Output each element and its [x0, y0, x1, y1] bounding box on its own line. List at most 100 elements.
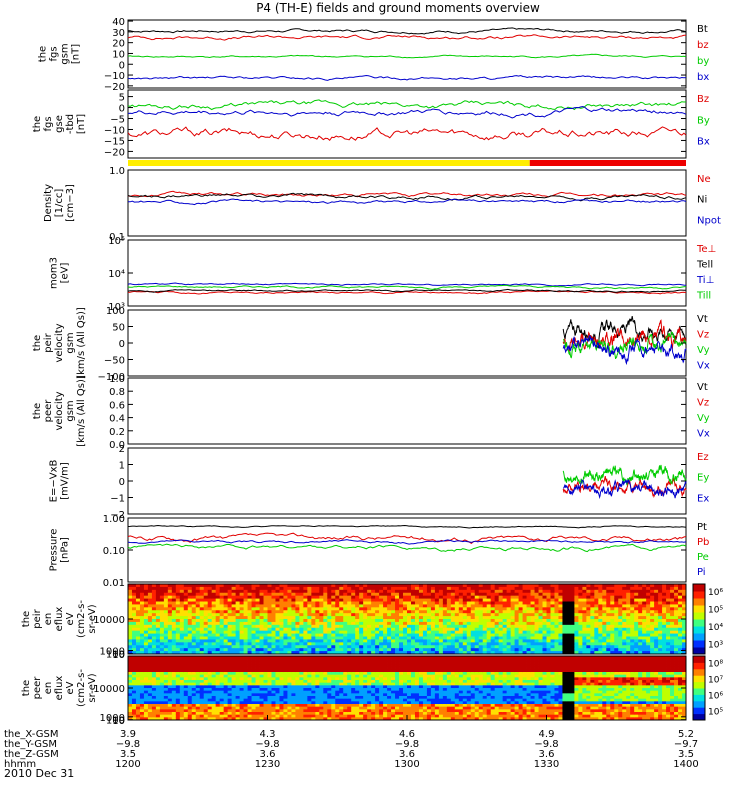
spectrogram-cell — [418, 642, 424, 646]
spectrogram-cell — [203, 661, 209, 665]
spectrogram-cell — [187, 589, 193, 594]
spectrogram-cell — [215, 601, 221, 605]
spectrogram-cell — [223, 661, 229, 665]
spectrogram-cell — [642, 648, 647, 652]
spectrogram-cell — [287, 613, 292, 617]
spectrogram-cell — [650, 592, 655, 597]
spectrogram-cell — [674, 627, 679, 632]
spectrogram-cell — [143, 584, 149, 588]
spectrogram-cell — [135, 712, 141, 716]
spectrogram-cell — [410, 636, 416, 640]
spectrogram-cell — [303, 717, 308, 721]
spectrogram-cell — [303, 584, 308, 588]
spectrogram-cell — [303, 633, 308, 637]
spectrogram-cell — [315, 636, 320, 640]
spectrogram-cell — [211, 682, 217, 686]
spectrogram-cell — [582, 630, 587, 634]
spectrogram-cell — [227, 714, 233, 718]
spectrogram-cell — [279, 639, 284, 643]
spectrogram-cell — [243, 709, 248, 713]
colorbar-cell — [693, 591, 705, 599]
spectrogram-cell — [203, 604, 209, 608]
spectrogram-cell — [143, 619, 149, 623]
spectrogram-cell — [534, 598, 539, 602]
spectrogram-cell — [271, 712, 276, 716]
spectrogram-cell — [510, 619, 516, 623]
y-tick-label: 0.10 — [103, 546, 125, 557]
panel-region-bar — [128, 160, 686, 166]
spectrogram-cell — [482, 589, 488, 594]
spectrogram-cell — [327, 589, 332, 594]
spectrogram-cell — [287, 630, 292, 634]
spectrogram-cell — [662, 616, 667, 620]
spectrogram-cell — [335, 645, 340, 649]
spectrogram-cell — [175, 709, 181, 713]
spectrogram-cell — [259, 621, 264, 626]
spectrogram-cell — [335, 682, 340, 686]
spectrogram-cell — [295, 607, 300, 611]
spectrogram-cell — [319, 610, 324, 614]
spectrogram-cell — [542, 624, 547, 629]
spectrogram-cell — [638, 604, 643, 608]
spectrogram-cell — [450, 633, 456, 637]
spectrogram-cell — [251, 674, 256, 678]
spectrogram-cell — [163, 672, 169, 676]
spectrogram-cell — [199, 645, 205, 649]
spectrogram-cell — [530, 586, 535, 591]
spectrogram-cell — [203, 717, 209, 721]
spectrogram-cell — [295, 685, 300, 689]
spectrogram-cell — [267, 706, 272, 710]
spectrogram-cell — [630, 619, 635, 623]
spectrogram-cell — [295, 701, 300, 705]
spectrogram-cell — [259, 706, 264, 710]
spectrogram-cell — [223, 685, 229, 689]
spectrogram-cell — [203, 589, 209, 594]
spectrogram-cell — [183, 698, 189, 702]
spectrogram-cell — [183, 717, 189, 721]
spectrogram-cell — [175, 639, 181, 643]
spectrogram-cell — [215, 636, 221, 640]
spectrogram-cell — [151, 666, 157, 670]
spectrogram-cell — [327, 666, 332, 670]
spectrogram-cell — [438, 607, 444, 611]
spectrogram-cell — [442, 645, 448, 649]
spectrogram-cell — [490, 630, 496, 634]
spectrogram-cell — [610, 645, 615, 649]
spectrogram-cell — [223, 584, 229, 588]
spectrogram-cell — [514, 610, 519, 614]
spectrogram-cell — [183, 677, 189, 681]
spectrogram-cell — [622, 601, 627, 605]
spectrogram-cell — [219, 639, 225, 643]
spectrogram-cell — [403, 592, 408, 597]
spectrogram-cell — [442, 624, 448, 629]
spectrogram-cell — [323, 589, 328, 594]
spectrogram-cell — [470, 613, 476, 617]
spectrogram-cell — [331, 619, 336, 623]
spectrogram-cell — [502, 598, 508, 602]
spectrogram-cell — [239, 717, 244, 721]
spectrogram-cell — [275, 664, 280, 668]
y-axis-label: the — [32, 116, 43, 132]
spectrogram-cell — [343, 709, 348, 713]
spectrogram-cell — [634, 636, 639, 640]
spectrogram-cell — [267, 595, 272, 599]
spectrogram-cell — [291, 688, 296, 692]
spectrogram-cell — [438, 592, 444, 597]
spectrogram-cell — [454, 589, 460, 594]
spectrogram-cell — [335, 613, 340, 617]
spectrogram-cell — [311, 642, 316, 646]
spectrogram-cell — [279, 586, 284, 591]
spectrogram-cell — [263, 680, 268, 684]
spectrogram-cell — [299, 621, 304, 626]
spectrogram-cell — [414, 630, 420, 634]
spectrogram-cell — [223, 627, 229, 632]
spectrogram-cell — [307, 592, 312, 597]
spectrogram-cell — [239, 661, 244, 665]
spectrogram-cell — [674, 639, 679, 643]
y-tick-label: −10 — [104, 71, 125, 82]
spectrogram-cell — [654, 598, 659, 602]
spectrogram-cell — [610, 613, 615, 617]
spectrogram-cell — [391, 639, 396, 643]
spectrogram-cell — [287, 621, 292, 626]
spectrogram-cell — [139, 616, 145, 620]
